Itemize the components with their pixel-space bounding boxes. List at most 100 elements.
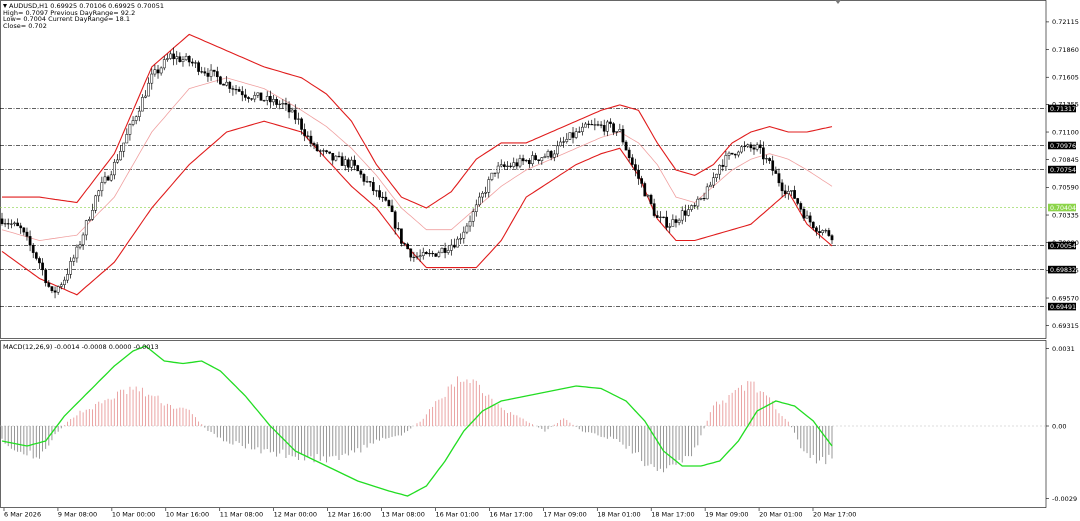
candle-body (465, 225, 469, 233)
candle-body (53, 290, 57, 293)
candle-body (125, 134, 129, 144)
chart-shift-marker[interactable] (835, 0, 841, 4)
candle-body (44, 269, 48, 284)
candle-body (652, 203, 656, 216)
candle-body (518, 158, 522, 167)
candle-body (334, 155, 338, 161)
high-info: High= 0.7097 Previous DayRange= 92.2 (3, 8, 136, 17)
candle-body (103, 176, 107, 183)
candle-body (827, 230, 831, 236)
candle-body (322, 150, 325, 152)
candle-body (462, 231, 466, 239)
level-price-box (1048, 265, 1076, 274)
candle-body (758, 144, 762, 148)
candle-body (190, 61, 194, 64)
candle-body (768, 158, 771, 161)
candle-body (225, 81, 229, 86)
candle-body (284, 103, 288, 105)
candle-body (162, 59, 166, 69)
price-tick-label: 0.70335 (1052, 211, 1079, 219)
candle-body (19, 225, 23, 229)
candlesticks (0, 47, 834, 299)
candle-body (328, 151, 331, 154)
macd-tick-label: -0.0029 (1052, 495, 1077, 503)
candle-body (156, 69, 160, 74)
candle-body (303, 129, 307, 137)
candle-body (568, 132, 572, 140)
candle-body (824, 230, 828, 232)
candle-body (181, 59, 185, 62)
candle-body (228, 81, 232, 89)
candle-body (200, 71, 204, 73)
candle-body (137, 110, 141, 117)
candle-body (581, 126, 584, 132)
candle-body (677, 219, 681, 223)
candle-body (203, 71, 207, 74)
candle-body (393, 211, 397, 229)
candle-body (219, 76, 222, 85)
candle-body (119, 151, 122, 161)
candle-body (746, 144, 750, 147)
level-price-box (1048, 141, 1076, 150)
candle-body (640, 178, 644, 184)
candle-body (59, 284, 63, 287)
candle-body (481, 192, 484, 198)
candle-body (109, 174, 113, 181)
candle-body (503, 164, 506, 167)
candle-body (141, 97, 144, 112)
candle-body (587, 123, 590, 125)
candle-body (649, 194, 653, 204)
candle-body (740, 146, 743, 153)
candle-body (749, 144, 753, 149)
candle-body (31, 244, 35, 253)
candle-body (808, 215, 812, 223)
level-price-label: 0.70976 (1050, 143, 1076, 150)
candle-body (359, 170, 363, 175)
candle-body (231, 88, 235, 90)
candle-body (687, 209, 690, 216)
symbol-dropdown-icon[interactable] (3, 3, 7, 8)
candle-body (337, 155, 341, 158)
candle-body (487, 179, 491, 193)
candle-body (571, 132, 575, 138)
candle-body (13, 222, 16, 225)
close-info: Close= 0.702 (3, 21, 47, 30)
macd-pane-frame (0, 340, 1047, 508)
candle-body (100, 182, 104, 192)
candle-body (362, 174, 366, 182)
price-tick-label: 0.71605 (1052, 74, 1079, 82)
candle-body (484, 192, 487, 194)
macd-signal-line (1, 345, 833, 497)
candle-body (175, 56, 179, 60)
candle-body (737, 151, 740, 156)
candle-body (184, 55, 188, 60)
candle-body (556, 145, 559, 155)
signal-line (1, 345, 833, 497)
candle-body (390, 205, 394, 212)
candle-body (247, 97, 250, 99)
candle-body (78, 244, 82, 248)
time-tick-label: 10 Mar 00:00 (112, 511, 155, 519)
candle-body (537, 159, 541, 161)
candle-body (10, 223, 13, 225)
candle-body (755, 144, 759, 150)
candle-body (727, 152, 731, 156)
candle-body (16, 222, 19, 227)
candle-body (56, 286, 60, 293)
candle-body (565, 139, 569, 142)
candle-body (106, 176, 110, 181)
candle-body (272, 99, 275, 103)
candle-body (671, 219, 675, 227)
candle-body (268, 95, 272, 103)
candle-body (643, 183, 647, 197)
time-tick-label: 20 Mar 17:00 (813, 511, 856, 519)
time-axis: 6 Mar 2026 9 Mar 08:00 10 Mar 00:00 10 Mar … (3, 508, 856, 519)
candle-body (552, 153, 556, 158)
time-tick-label: 12 Mar 00:00 (274, 511, 317, 519)
price-tick-label: 0.71355 (1052, 101, 1079, 109)
level-price-box (1048, 302, 1076, 311)
candle-body (287, 104, 291, 113)
candle-body (84, 220, 88, 236)
candle-body (562, 141, 566, 143)
